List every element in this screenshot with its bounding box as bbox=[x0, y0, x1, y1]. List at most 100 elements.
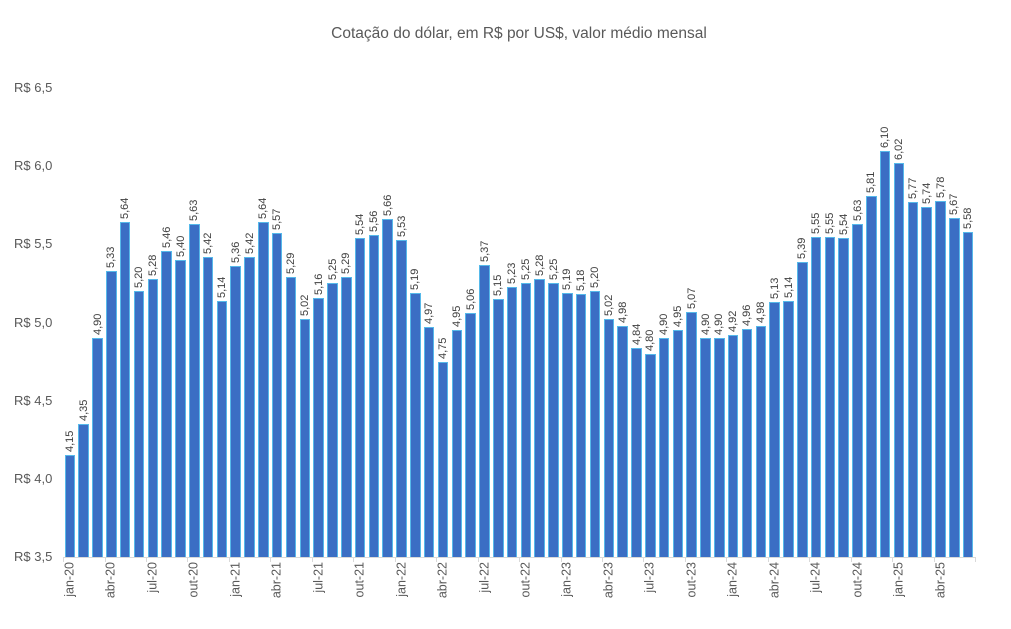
bar-set-22 bbox=[506, 286, 518, 557]
x-axis-label-jul-20: jul-20 bbox=[145, 562, 160, 593]
bar-mar-24 bbox=[755, 325, 767, 557]
bar-nov-24 bbox=[866, 195, 877, 557]
x-axis-tick bbox=[477, 557, 479, 562]
bar-abr-22 bbox=[437, 361, 449, 557]
value-label-abr-23: 5,02 bbox=[602, 294, 615, 317]
bar-mai-22 bbox=[451, 330, 463, 557]
bar-set-23 bbox=[672, 330, 684, 557]
x-axis-label-abr-25: abr-25 bbox=[933, 562, 947, 599]
bar-jun-23 bbox=[631, 347, 642, 557]
value-label-jun-24: 5,39 bbox=[796, 237, 809, 259]
value-label-jul-20: 5,28 bbox=[146, 254, 159, 276]
bar-abr-21 bbox=[271, 233, 283, 557]
value-label-fev-24: 4,96 bbox=[741, 304, 753, 326]
value-label-mai-20: 5,64 bbox=[119, 197, 132, 220]
bar-out-23 bbox=[686, 311, 697, 557]
value-label-jan-20: 4,15 bbox=[63, 430, 76, 453]
value-label-dez-20: 5,14 bbox=[215, 276, 228, 298]
bar-dez-24 bbox=[879, 150, 891, 557]
bar-dez-21 bbox=[382, 219, 393, 557]
value-label-jul-23: 4,80 bbox=[644, 329, 657, 351]
value-label-jan-22: 5,53 bbox=[395, 215, 408, 237]
bar-jul-21 bbox=[313, 297, 324, 557]
value-label-abr-24: 5,13 bbox=[768, 277, 781, 300]
bar-jun-21 bbox=[299, 319, 311, 557]
value-label-nov-20: 5,42 bbox=[202, 232, 215, 254]
x-axis-label-jan-21: jan-21 bbox=[228, 562, 243, 597]
x-axis-label-abr-21: abr-21 bbox=[269, 562, 284, 599]
x-axis-label-out-20: out-20 bbox=[186, 562, 201, 598]
value-label-jun-22: 5,06 bbox=[464, 288, 477, 311]
value-label-ago-24: 5,55 bbox=[823, 212, 836, 234]
value-label-abr-22: 4,75 bbox=[437, 337, 449, 359]
x-axis-tick bbox=[809, 557, 811, 562]
bar-jun-20 bbox=[133, 291, 145, 557]
value-label-jul-22: 5,37 bbox=[478, 240, 491, 262]
value-label-dez-22: 5,25 bbox=[547, 258, 560, 281]
bar-ago-24 bbox=[824, 236, 836, 557]
x-axis-tick bbox=[63, 557, 64, 562]
value-label-out-20: 5,63 bbox=[188, 199, 201, 221]
x-axis-label-jan-22: jan-22 bbox=[394, 562, 408, 597]
value-label-jan-24: 4,92 bbox=[727, 310, 740, 332]
bar-abr-25 bbox=[935, 200, 946, 557]
bar-jan-25 bbox=[893, 163, 905, 557]
value-label-set-20: 5,40 bbox=[174, 235, 187, 257]
bar-set-21 bbox=[341, 277, 352, 557]
bar-mai-24 bbox=[783, 300, 794, 557]
bar-mar-21 bbox=[258, 222, 269, 557]
x-axis-tick bbox=[933, 557, 935, 562]
y-axis-label: R$ 4,0 bbox=[14, 470, 53, 486]
bar-jul-24 bbox=[810, 236, 822, 557]
x-axis-label-jan-23: jan-23 bbox=[559, 562, 574, 597]
value-label-mar-24: 4,98 bbox=[754, 301, 767, 323]
x-axis-label-jul-23: jul-23 bbox=[642, 562, 657, 593]
bar-abr-23 bbox=[603, 319, 615, 557]
bar-out-21 bbox=[354, 238, 366, 557]
bar-dez-23 bbox=[714, 338, 725, 557]
bar-fev-21 bbox=[244, 256, 255, 557]
value-label-out-23: 5,07 bbox=[685, 287, 698, 309]
value-label-jun-25: 5,58 bbox=[962, 207, 975, 229]
bar-out-20 bbox=[189, 224, 200, 557]
bar-ago-23 bbox=[658, 338, 670, 557]
value-label-set-23: 4,95 bbox=[671, 305, 684, 328]
value-label-nov-23: 4,90 bbox=[699, 313, 712, 336]
y-axis-label: R$ 6,0 bbox=[14, 158, 53, 174]
bar-mai-20 bbox=[119, 222, 131, 557]
y-axis-label: R$ 3,5 bbox=[14, 549, 53, 564]
value-label-dez-23: 4,90 bbox=[713, 313, 726, 336]
x-axis-tick bbox=[560, 557, 562, 562]
bar-jan-20 bbox=[64, 455, 76, 557]
x-axis-tick bbox=[975, 557, 976, 562]
x-axis-label-jul-21: jul-21 bbox=[311, 562, 326, 593]
x-axis-tick bbox=[519, 557, 520, 562]
x-axis-tick bbox=[228, 557, 230, 562]
bar-mar-23 bbox=[589, 291, 601, 557]
bar-fev-23 bbox=[575, 294, 587, 557]
bar-fev-24 bbox=[741, 328, 753, 557]
bar-jul-20 bbox=[147, 278, 159, 557]
bar-dez-20 bbox=[216, 300, 228, 557]
x-axis-label-out-22: out-22 bbox=[518, 562, 533, 598]
value-label-mai-21: 5,29 bbox=[285, 252, 297, 275]
x-axis-label-jul-24: jul-24 bbox=[808, 562, 823, 593]
bar-mai-21 bbox=[285, 277, 297, 557]
x-axis-tick bbox=[187, 557, 189, 562]
value-label-jan-23: 5,19 bbox=[561, 268, 574, 290]
bar-fev-20 bbox=[78, 424, 89, 557]
bar-ago-22 bbox=[493, 299, 504, 557]
value-label-mar-21: 5,64 bbox=[257, 197, 270, 220]
bar-mar-20 bbox=[92, 338, 103, 557]
x-axis-label-out-21: out-21 bbox=[352, 562, 367, 598]
bar-nov-22 bbox=[534, 278, 545, 557]
x-axis-tick bbox=[601, 557, 603, 562]
x-axis-label-jan-24: jan-24 bbox=[725, 562, 740, 597]
y-axis-label: R$ 6,5 bbox=[14, 80, 53, 95]
bar-jul-23 bbox=[645, 353, 656, 557]
bar-mai-25 bbox=[949, 217, 960, 557]
value-label-jul-24: 5,55 bbox=[810, 212, 823, 234]
value-label-fev-22: 5,19 bbox=[409, 268, 422, 290]
bar-out-24 bbox=[852, 224, 863, 557]
bar-abr-24 bbox=[769, 302, 780, 557]
